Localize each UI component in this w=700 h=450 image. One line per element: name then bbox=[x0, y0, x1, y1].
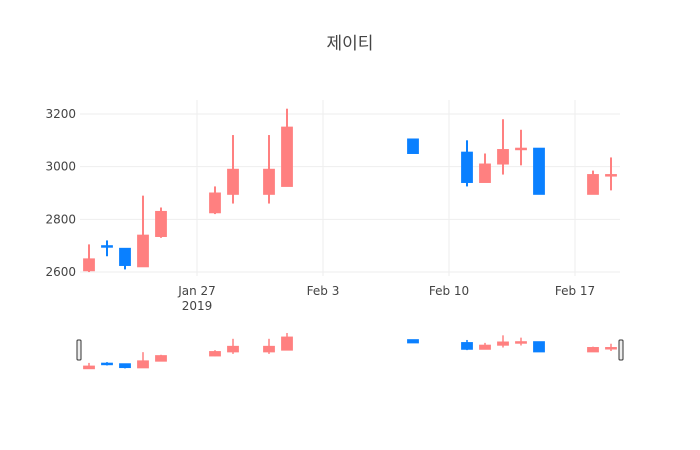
candle-body bbox=[479, 163, 491, 183]
slider-candle-body bbox=[533, 341, 545, 353]
slider-candle-body bbox=[497, 341, 509, 346]
candle-body bbox=[605, 174, 617, 177]
slider-handle-right[interactable] bbox=[618, 339, 624, 361]
candle-body bbox=[533, 147, 545, 195]
candle-body bbox=[155, 210, 167, 237]
y-tick-label: 3200 bbox=[45, 107, 76, 121]
slider-candle-body bbox=[155, 355, 167, 362]
candle-body bbox=[83, 258, 95, 272]
slider-candle-body bbox=[407, 339, 419, 344]
slider-background bbox=[80, 330, 620, 372]
candle-body bbox=[587, 174, 599, 195]
x-tick-label: Feb 17 bbox=[555, 284, 595, 298]
x-tick-label: Jan 27 2019 bbox=[177, 284, 216, 313]
slider-handle-left[interactable] bbox=[76, 339, 82, 361]
slider-candle-body bbox=[263, 345, 275, 353]
candle-body bbox=[137, 234, 149, 268]
candle-body bbox=[281, 126, 293, 187]
candle-body bbox=[227, 168, 239, 195]
slider-candle-body bbox=[227, 345, 239, 353]
candle-body bbox=[461, 151, 473, 183]
x-tick-label: Feb 10 bbox=[429, 284, 469, 298]
slider-candle-body bbox=[83, 365, 95, 370]
slider-candle-body bbox=[101, 362, 113, 366]
candle-body bbox=[101, 245, 113, 248]
candle-body bbox=[407, 138, 419, 154]
slider-candle-body bbox=[515, 341, 527, 344]
slider-candle-body bbox=[137, 360, 149, 369]
slider-candle-body bbox=[119, 363, 131, 369]
candle-body bbox=[209, 192, 221, 214]
slider-candle-body bbox=[281, 336, 293, 351]
candle-body bbox=[119, 247, 131, 266]
x-tick-label: Feb 3 bbox=[307, 284, 340, 298]
candle-body bbox=[515, 147, 527, 151]
y-tick-label: 2800 bbox=[45, 212, 76, 226]
y-tick-label: 3000 bbox=[45, 160, 76, 174]
candle-body bbox=[497, 149, 509, 165]
range-slider[interactable] bbox=[76, 330, 624, 372]
slider-candle-body bbox=[209, 351, 221, 357]
slider-candle-body bbox=[479, 344, 491, 350]
slider-candle-body bbox=[605, 347, 617, 350]
slider-candle-body bbox=[461, 342, 473, 350]
y-tick-label: 2600 bbox=[45, 265, 76, 279]
candle-body bbox=[263, 168, 275, 195]
chart-title: 제이티 bbox=[327, 34, 374, 54]
slider-candle-body bbox=[587, 347, 599, 353]
